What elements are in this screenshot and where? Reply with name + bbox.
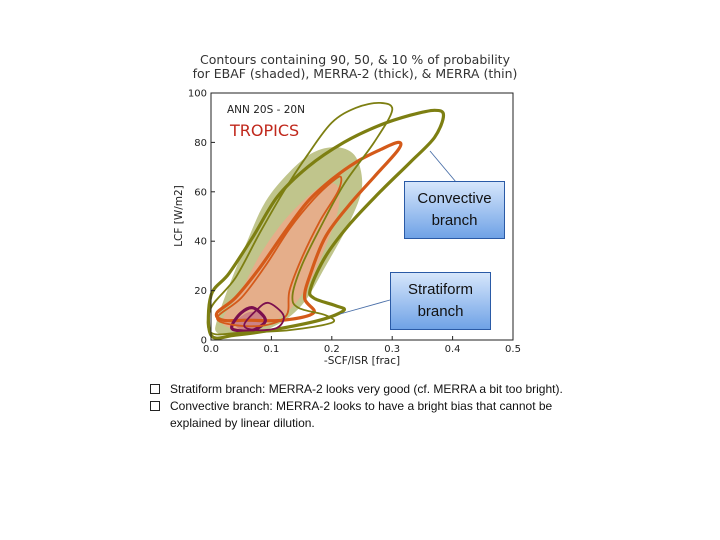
x-tick-label: 0.4 xyxy=(445,344,461,355)
x-axis-label: -SCF/ISR [frac] xyxy=(324,355,400,367)
y-tick-label: 40 xyxy=(194,237,207,248)
bullet-item-convective: Convective branch: MERRA-2 looks to have… xyxy=(150,398,570,432)
y-tick-label: 20 xyxy=(194,286,207,297)
y-tick-label: 80 xyxy=(194,138,207,149)
merra-contour-90 xyxy=(206,101,394,336)
x-tick-label: 0.1 xyxy=(263,344,279,355)
merra-2-contour-90 xyxy=(206,108,446,340)
y-axis-label: LCF [W/m2] xyxy=(173,185,185,247)
panel-label: ANN 20S - 20N xyxy=(227,104,305,116)
merra-contour-10 xyxy=(243,301,285,332)
bullet-list: Stratiform branch: MERRA-2 looks very go… xyxy=(150,381,570,432)
bullet-text: Stratiform branch: MERRA-2 looks very go… xyxy=(170,382,563,396)
stratiform-callout-line xyxy=(339,299,391,315)
plot-frame xyxy=(210,92,514,341)
region-label: TROPICS xyxy=(229,121,299,140)
convective-branch-callout: Convective branch xyxy=(404,181,505,239)
convective-callout-line xyxy=(429,150,457,183)
y-tick-label: 0 xyxy=(201,336,207,347)
stratiform-branch-callout: Stratiform branch xyxy=(390,272,491,330)
x-tick-label: 0.2 xyxy=(324,344,340,355)
bullet-item-stratiform: Stratiform branch: MERRA-2 looks very go… xyxy=(150,381,570,398)
chart-title-line2: for EBAF (shaded), MERRA-2 (thick), & ME… xyxy=(192,66,518,81)
y-tick-label: 100 xyxy=(188,89,207,100)
x-tick-label: 0.0 xyxy=(203,344,219,355)
chart-title-line1: Contours containing 90, 50, & 10 % of pr… xyxy=(200,52,510,67)
y-tick-label: 60 xyxy=(194,187,207,198)
merra-2-contour-10 xyxy=(230,306,267,333)
bullet-text: Convective branch: MERRA-2 looks to have… xyxy=(170,399,553,430)
ebaf-contour-50 xyxy=(222,183,340,330)
x-tick-label: 0.3 xyxy=(384,344,400,355)
x-tick-label: 0.5 xyxy=(505,344,521,355)
merra-contour-50 xyxy=(216,175,343,328)
checkbox-bullet-icon xyxy=(150,384,160,394)
merra-2-contour-50 xyxy=(214,140,403,323)
checkbox-bullet-icon xyxy=(150,401,160,411)
